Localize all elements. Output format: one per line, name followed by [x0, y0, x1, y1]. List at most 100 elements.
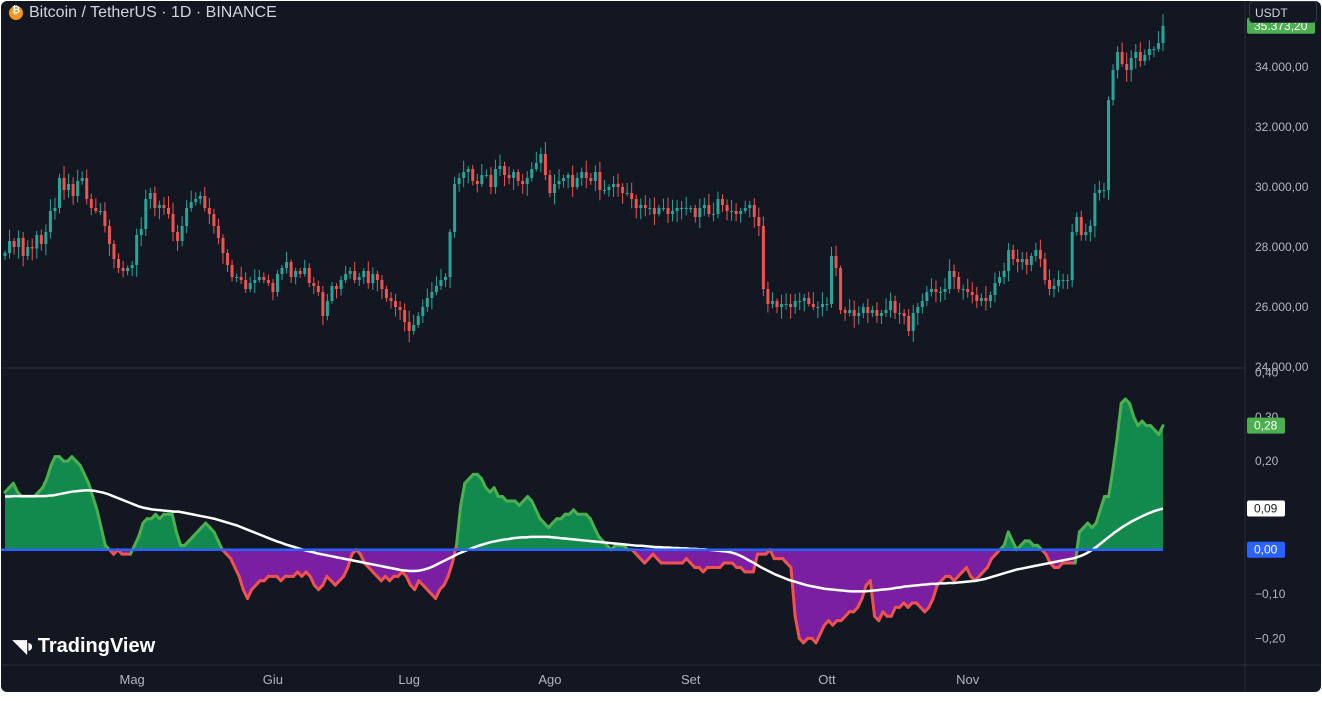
candle [475, 173, 479, 193]
candle [112, 240, 116, 269]
candle [657, 204, 661, 217]
candle [244, 272, 248, 294]
candle [1002, 262, 1006, 285]
candle [294, 267, 298, 285]
candle-body [721, 199, 725, 205]
oscillator-line-segment [233, 565, 241, 578]
candle-body [389, 298, 393, 301]
oscillator-line-segment [82, 472, 91, 485]
candle-body [244, 280, 248, 289]
candle [107, 219, 111, 256]
candle-body [1029, 256, 1033, 265]
candle-body [734, 211, 738, 214]
candle [571, 165, 575, 197]
candle-body [902, 313, 906, 316]
candle-body [489, 175, 493, 187]
candle-body [539, 154, 543, 163]
candle-body [39, 235, 43, 244]
candle [135, 228, 139, 277]
candle [929, 278, 933, 297]
oscillator-line-segment [308, 574, 316, 587]
candle-body [571, 175, 575, 187]
candle [1134, 43, 1138, 69]
candle [185, 199, 189, 234]
oscillator-line-segment [174, 530, 183, 547]
zero-value-label: 0,00 [1254, 543, 1278, 557]
candle [1088, 219, 1092, 242]
oscillator-line-segment [1132, 415, 1140, 428]
candle [552, 174, 556, 205]
candle-body [671, 211, 675, 214]
candle-body [375, 274, 379, 280]
candle [1161, 14, 1165, 52]
candle [98, 203, 102, 215]
candle [916, 302, 920, 325]
oscillator-line-segment [413, 579, 421, 592]
time-tick-label: Lug [398, 672, 420, 687]
candle [126, 265, 130, 276]
symbol-title[interactable]: Bitcoin / TetherUS · 1D · BINANCE [29, 4, 277, 21]
candle [802, 293, 806, 312]
candle-body [825, 304, 829, 305]
candle [780, 294, 784, 319]
candle [766, 281, 770, 313]
candle-body [407, 322, 411, 331]
candle-body [575, 178, 579, 187]
candle-body [516, 172, 520, 181]
candle-body [416, 316, 420, 325]
time-tick-label: Set [681, 672, 701, 687]
candle [321, 286, 325, 326]
signal-line [5, 489, 1164, 593]
candle [752, 198, 756, 228]
candle-body [934, 289, 938, 292]
oscillator-line-segment [793, 614, 801, 640]
currency-button[interactable]: USDT [1249, 1, 1317, 23]
oscillator-line-segment [931, 583, 939, 601]
oscillator-line-segment [965, 565, 973, 578]
candle [484, 169, 488, 178]
oscillator-line-segment [1044, 552, 1052, 565]
candle [652, 197, 656, 226]
candle [911, 305, 915, 342]
candle-body [521, 181, 525, 184]
candle [362, 268, 366, 285]
candle [212, 208, 216, 234]
candle-body [344, 274, 348, 280]
candle [1075, 212, 1079, 236]
candle [816, 301, 820, 319]
candle [257, 270, 261, 283]
candle-body [117, 259, 121, 268]
candle [339, 275, 343, 296]
candle-body [498, 166, 502, 169]
candle-body [1138, 52, 1142, 61]
candle-body [1102, 190, 1106, 191]
candle [189, 190, 193, 212]
candle [970, 281, 974, 304]
candle [661, 198, 665, 212]
candle-body [634, 199, 638, 208]
candle-body [366, 271, 370, 283]
candle-body [185, 208, 189, 226]
chart-header[interactable]: Bitcoin / TetherUS · 1D · BINANCE [9, 3, 277, 23]
candle-body [357, 277, 361, 280]
candle-body [929, 289, 933, 292]
price-tick-label: 26.000,00 [1255, 300, 1309, 314]
candle [271, 278, 275, 301]
candle-body [157, 205, 161, 208]
candle-body [957, 277, 961, 289]
candle [870, 305, 874, 317]
price-axes: 24.000,00 26.000,00 28.000,00 30.000,00 32.0… [1247, 17, 1315, 374]
candle-body [1016, 259, 1020, 262]
candle [625, 182, 629, 197]
candle-body [730, 211, 734, 212]
candle [303, 259, 307, 277]
candle-body [1052, 286, 1056, 289]
candle [1070, 223, 1074, 288]
tradingview-logo[interactable]: ◥◗ TradingView [13, 635, 155, 658]
candle-body [121, 268, 125, 271]
candle-body [1111, 70, 1115, 100]
candle-body [457, 178, 461, 184]
candle-body [1152, 49, 1156, 50]
candle-body [625, 193, 629, 194]
